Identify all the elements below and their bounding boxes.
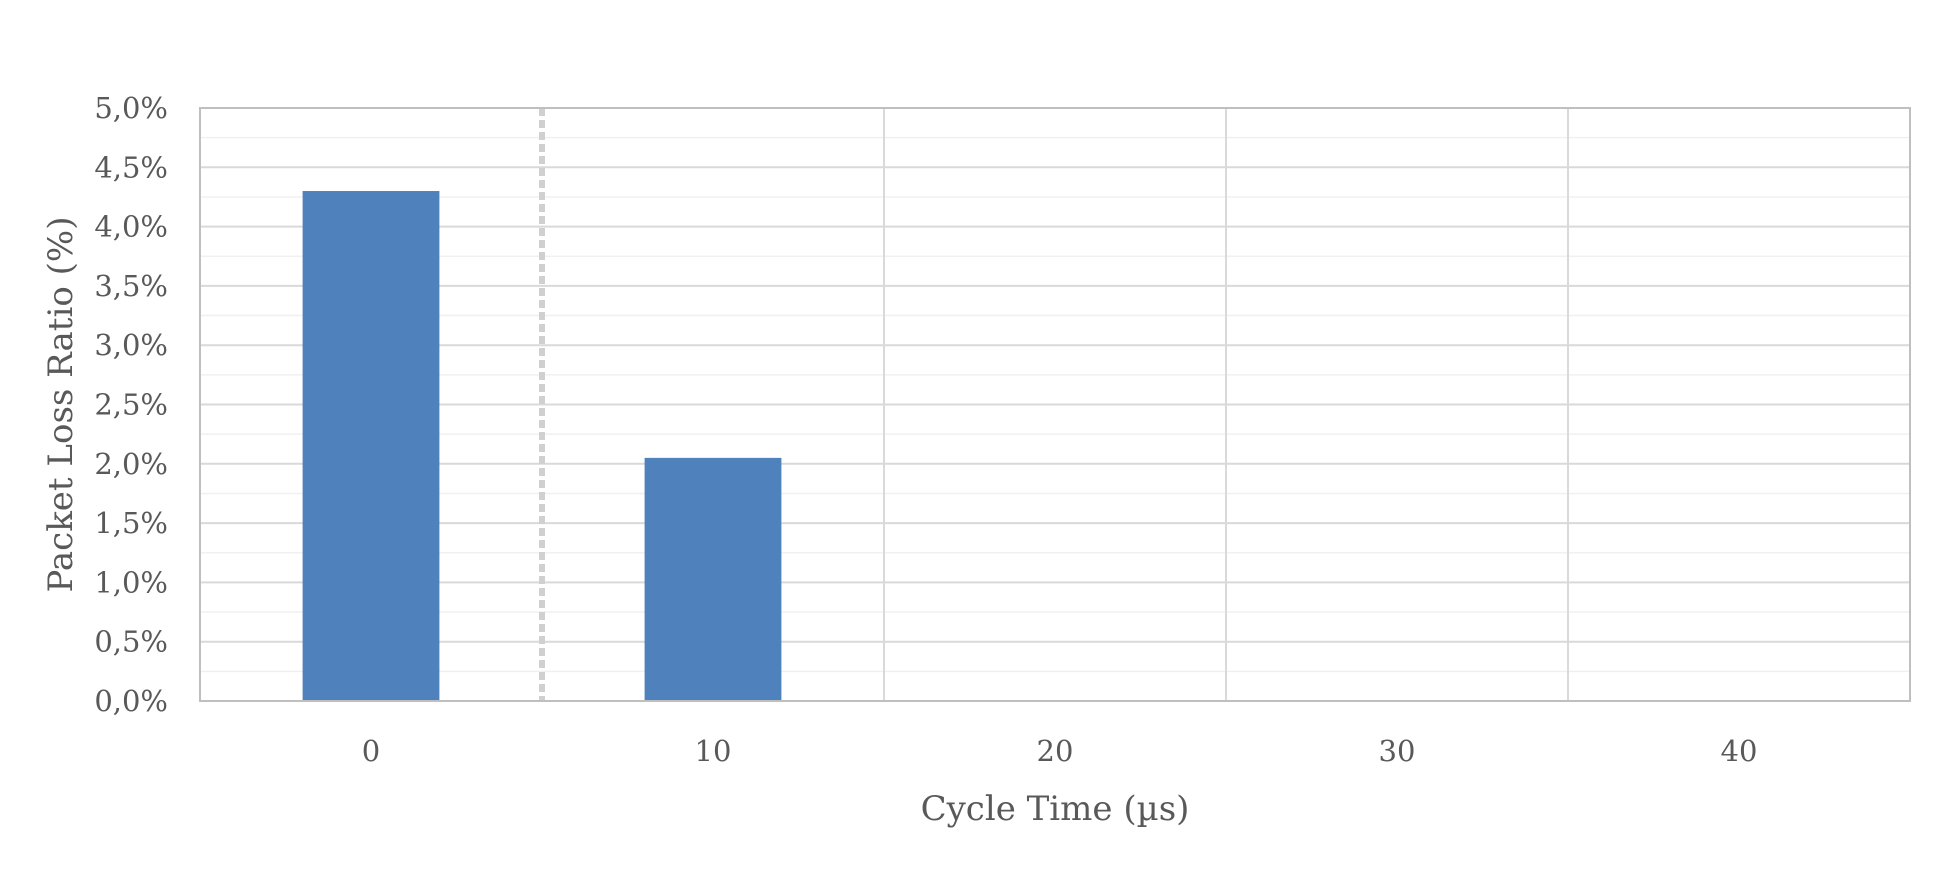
x-tick-labels: 0 10 20 30 40 (362, 734, 1758, 768)
bar-10 (644, 457, 782, 701)
y-tick-label: 0,0% (94, 684, 168, 718)
y-tick-label: 4,5% (94, 150, 168, 184)
y-axis-title: Packet Loss Ratio (%) (41, 217, 81, 593)
y-tick-label: 2,0% (94, 447, 168, 481)
y-tick-labels: 0,0% 0,5% 1,0% 1,5% 2,0% 2,5% 3,0% 3,5% 4,0% 4,5%… (94, 91, 168, 718)
y-tick-label: 5,0% (94, 91, 168, 125)
x-axis-title: Cycle Time (µs) (921, 789, 1190, 829)
y-tick-label: 1,0% (94, 565, 168, 599)
y-tick-label: 0,5% (94, 625, 168, 659)
plot-border (199, 107, 1911, 702)
y-tick-label: 3,0% (94, 328, 168, 362)
bar-0 (302, 191, 440, 701)
category-separator-layer (883, 108, 1569, 701)
x-tick-label: 40 (1721, 734, 1758, 768)
grid-layer (200, 136, 1910, 673)
y-tick-label: 3,5% (94, 269, 168, 303)
bar-layer (302, 191, 1808, 701)
x-tick-label: 20 (1037, 734, 1074, 768)
x-tick-label: 0 (362, 734, 380, 768)
y-tick-label: 4,0% (94, 210, 168, 244)
y-tick-label: 1,5% (94, 506, 168, 540)
x-tick-label: 10 (695, 734, 732, 768)
x-tick-label: 30 (1379, 734, 1416, 768)
plot-border-layer (199, 107, 1911, 702)
y-tick-label: 2,5% (94, 388, 168, 422)
